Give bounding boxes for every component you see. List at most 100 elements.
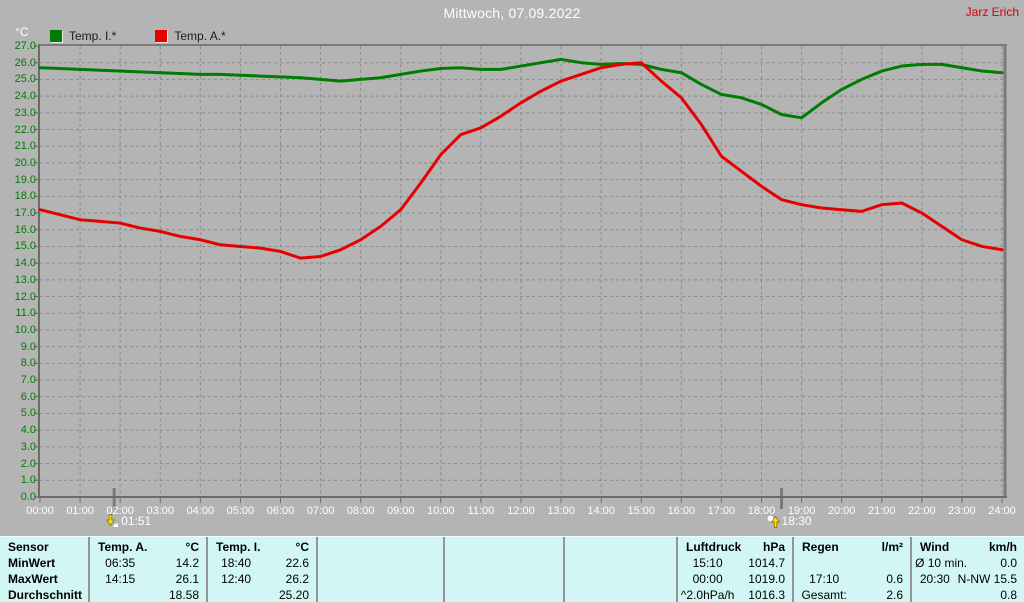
avg-value: 18.58 (168, 588, 199, 602)
y-tick-label: 11.0 (15, 307, 36, 320)
sensor-unit: l/m² (881, 540, 903, 554)
x-tick-label: 07:00 (306, 505, 335, 517)
series-Temp. A.* (38, 61, 1004, 260)
x-tick-label: 18:00 (747, 505, 776, 517)
x-tick-label: 23:00 (948, 505, 976, 517)
y-tick-label: 1.0 (20, 474, 36, 487)
y-tick-label: 19.0 (14, 173, 36, 186)
marker-sun-down: 01:51 (105, 514, 151, 528)
sun-down-icon (106, 514, 119, 527)
avg-value: 25.20 (278, 588, 309, 602)
avg-value: 1016.3 (748, 588, 785, 602)
y-tick-label: 13.0 (14, 273, 36, 286)
temperature-chart (34, 44, 1007, 509)
y-tick-label: 17.0 (14, 207, 36, 220)
x-tick-label: 02:00 (106, 505, 134, 517)
max-time: 20:30 (919, 572, 950, 586)
stats-col-empty-3 (565, 537, 678, 602)
max-time: 00:00 (692, 572, 723, 586)
marker-sun-up: 18:30 (766, 514, 812, 528)
avg-label: ^2.0hPa/h (680, 588, 735, 602)
series-Temp. I.* (38, 57, 1004, 120)
sensor-unit: °C (185, 540, 199, 554)
max-value: 26.2 (285, 572, 309, 586)
temp-outside-swatch-icon (155, 30, 168, 42)
stats-col-temp-a: Temp. A. °C 06:35 14.2 14:15 26.1 18.58 (90, 537, 208, 602)
temp-inside-swatch-icon (50, 30, 62, 42)
y-axis-unit-label: °C (15, 25, 29, 39)
y-tick-label: 8.0 (20, 357, 36, 370)
min-value: 14.2 (175, 556, 199, 570)
min-value: 1014.7 (748, 556, 785, 570)
x-tick-label: 12:00 (507, 505, 535, 517)
min-value: 0.0 (1000, 556, 1017, 570)
stats-col-empty-2 (445, 537, 565, 602)
x-tick-label: 14:00 (587, 505, 615, 517)
max-value: 0.6 (886, 572, 903, 586)
y-tick-label: 4.0 (20, 424, 36, 437)
x-tick-label: 05:00 (226, 505, 255, 517)
min-time: 18:40 (221, 556, 252, 570)
x-tick-label: 09:00 (386, 505, 415, 517)
y-tick-label: 23.0 (14, 106, 36, 119)
row-label-minwert: MinWert (8, 556, 56, 570)
max-time: 17:10 (809, 572, 840, 586)
avg-label (90, 587, 150, 602)
avg-label (208, 587, 264, 602)
stats-col-regen: Regen l/m² 17:10 0.6 Gesamt: 2.6 (794, 537, 912, 602)
min-time: 15:10 (692, 556, 723, 570)
min-time (794, 555, 854, 571)
stats-col-empty-1 (318, 537, 445, 602)
x-tick-label: 08:00 (346, 505, 375, 517)
y-tick-label: 18.0 (14, 190, 36, 203)
avg-label (912, 587, 970, 602)
y-tick-label: 14.0 (14, 257, 36, 270)
x-tick-label: 06:00 (266, 505, 295, 517)
x-tick-label: 21:00 (867, 505, 896, 517)
row-label-sensor: Sensor (8, 540, 49, 554)
stats-col-wind: Wind km/h Ø 10 min. 0.0 20:30 N-NW 15.5 0.8 (912, 537, 1024, 602)
sensor-name: Temp. A. (98, 540, 148, 554)
legend: Temp. I.* Temp. A.* (50, 29, 226, 43)
stats-table: Sensor MinWert MaxWert Durchschnitt Temp… (0, 536, 1024, 602)
min-value: 22.6 (285, 556, 309, 570)
avg-value: 2.6 (886, 588, 903, 602)
watermark-author: Jarz Erich (965, 5, 1019, 19)
stats-col-luftdruck: Luftdruck hPa 15:10 1014.7 00:00 1019.0 ^2.… (678, 537, 794, 602)
x-tick-label: 03:00 (146, 505, 175, 517)
max-value: 26.1 (175, 572, 199, 586)
max-value: N-NW 15.5 (957, 572, 1017, 586)
x-tick-label: 24:00 (988, 505, 1016, 517)
x-tick-label: 13:00 (547, 505, 575, 517)
row-label-maxwert: MaxWert (8, 572, 58, 586)
y-tick-label: 22.0 (14, 123, 36, 136)
y-tick-label: 16.0 (14, 223, 36, 236)
sensor-unit: hPa (762, 540, 785, 554)
sensor-name: Luftdruck (686, 540, 742, 554)
y-tick-label: 24.0 (14, 90, 36, 103)
y-tick-label: 3.0 (20, 440, 36, 453)
avg-value: 0.8 (1000, 588, 1017, 602)
x-tick-label: 11:00 (467, 505, 495, 517)
y-tick-label: 12.0 (14, 290, 36, 303)
sensor-name: Temp. I. (216, 540, 261, 554)
sensor-name: Wind (920, 540, 950, 554)
x-tick-label: 20:00 (827, 505, 856, 517)
avg-label: Gesamt: (801, 588, 847, 602)
y-tick-label: 0.0 (20, 491, 36, 503)
y-tick-label: 25.0 (14, 73, 36, 86)
y-tick-label: 7.0 (20, 374, 36, 387)
y-tick-label: 21.0 (14, 140, 36, 153)
sensor-unit: °C (295, 540, 309, 554)
y-tick-label: 2.0 (20, 457, 36, 470)
x-tick-label: 16:00 (667, 505, 696, 517)
max-time: 12:40 (221, 572, 252, 586)
x-tick-label: 04:00 (186, 505, 215, 517)
y-tick-label: 27.0 (14, 40, 36, 52)
y-tick-label: 9.0 (20, 340, 36, 353)
sensor-name: Regen (802, 540, 839, 554)
legend-label-temp-a: Temp. A.* (174, 29, 226, 43)
min-value (903, 555, 910, 571)
x-tick-label: 15:00 (627, 505, 656, 517)
stats-row-labels: Sensor MinWert MaxWert Durchschnitt (0, 537, 90, 602)
